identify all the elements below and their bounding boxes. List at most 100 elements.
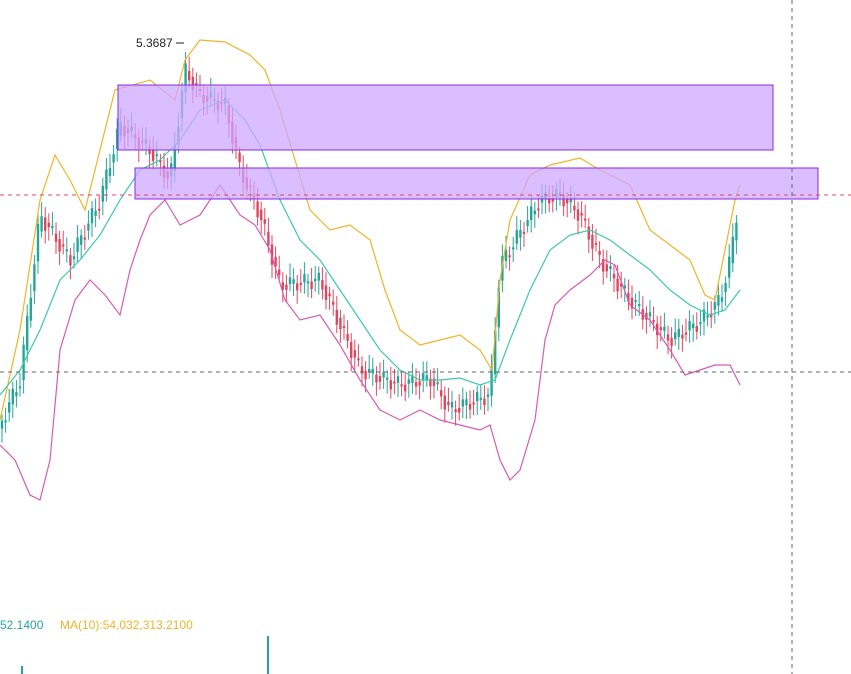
candle [173,144,176,172]
candle [364,370,367,380]
candle [335,309,338,325]
candle [76,237,79,252]
candle [472,402,475,405]
candle [688,321,691,331]
candle [548,198,551,204]
candle [26,315,29,351]
candle [260,209,263,221]
candle [69,255,72,266]
candle [281,282,284,290]
candle [566,198,569,204]
candle [670,338,673,347]
zone-box [134,167,819,200]
candle [0,420,4,429]
candle [411,375,414,383]
candle [684,332,688,335]
candle [44,217,47,231]
candle [400,384,403,387]
candle [717,295,720,306]
candle [62,244,65,247]
candle [72,256,76,260]
candle [310,281,313,289]
candle [584,218,587,221]
zone-box [117,84,774,151]
candle [321,280,324,290]
candle [663,326,666,331]
candle [699,322,702,325]
candle [339,317,342,330]
candle [720,297,724,302]
candle [483,398,486,406]
candle [656,323,659,336]
candle [551,197,554,202]
candle [296,283,299,291]
candle [371,368,374,374]
candle [569,197,572,203]
candle [346,334,349,341]
candle [306,281,310,284]
candle [98,208,101,211]
candle [396,376,400,383]
candle [332,301,335,305]
candle [609,265,612,270]
candle [447,401,450,405]
candle [735,222,738,241]
candle [677,328,680,337]
candle [486,394,490,398]
candle [616,278,619,292]
candle [537,208,540,211]
candle [317,272,320,281]
candle [303,274,306,283]
candle [263,219,266,224]
candle [533,210,536,215]
candle [627,293,630,302]
candle [630,297,634,309]
candle [602,259,605,272]
volume-value: 52.1400 [0,618,44,632]
candle [620,283,623,287]
candle [342,325,346,328]
candle [461,399,464,407]
candle [724,282,727,292]
candle [51,225,54,229]
candle [440,390,443,397]
candle [18,386,22,389]
candle [479,397,482,400]
candle [112,154,115,163]
candle [87,223,90,231]
candle [612,273,616,279]
candle [706,315,709,318]
candle [47,222,50,228]
volume-bar [21,666,23,674]
candle [702,309,706,322]
candle [80,235,83,245]
candle [443,395,446,410]
candle [530,206,533,221]
candle [11,388,14,405]
candle [450,402,454,408]
candle [414,382,418,387]
candle [422,372,425,381]
candle [188,71,191,81]
candle [674,332,677,340]
candle [375,374,378,383]
candle [292,279,295,284]
candle [497,287,500,328]
candle [580,213,583,216]
candle [638,304,641,307]
candle [155,154,158,157]
candle [436,382,439,385]
candle [418,381,421,386]
candle [512,247,515,250]
candle [314,278,317,282]
candle [659,327,662,331]
candle [328,293,331,297]
candle [378,376,382,382]
candle [681,334,684,339]
candle [494,330,497,375]
candle [267,231,270,246]
candle [526,220,529,226]
candle [605,264,608,272]
candle [587,226,590,240]
